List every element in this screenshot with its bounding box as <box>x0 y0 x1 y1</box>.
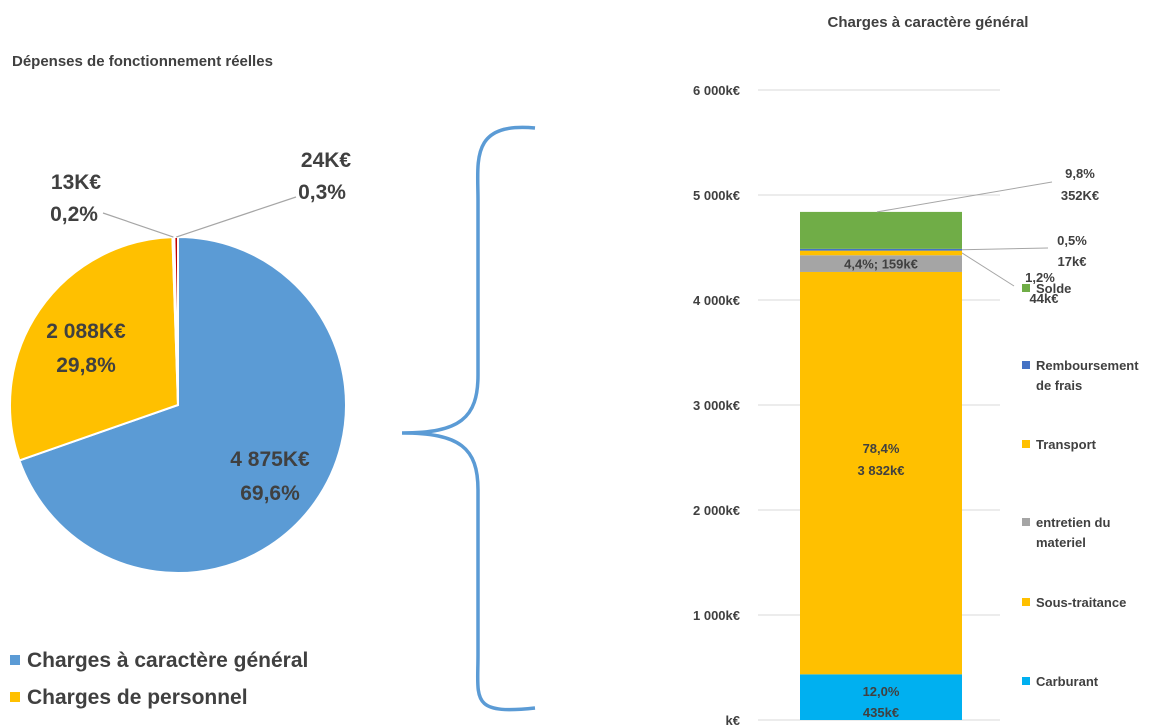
bar-title: Charges à caractère général <box>828 14 1029 31</box>
bar-percent-label: 12,0% <box>863 684 900 699</box>
bar-percent-label: 0,5% <box>1057 233 1087 248</box>
bar-value-label: 17k€ <box>1058 254 1087 269</box>
bar-percent-label: 78,4% <box>863 441 900 456</box>
bar-value-label: 3 832k€ <box>858 463 905 478</box>
bar-data-label: 4,4%; 159k€ <box>844 257 918 272</box>
legend-label: entretien du materiel <box>1036 515 1110 550</box>
leader-line <box>961 247 1049 251</box>
y-tick-label: 1 000k€ <box>693 608 740 623</box>
y-tick-label: 4 000k€ <box>693 293 740 308</box>
bar-value-label: 44k€ <box>1030 291 1059 306</box>
bar-value-label: 352K€ <box>1061 188 1099 203</box>
pie-slices <box>9 235 347 574</box>
pie-value-label: 13K€ <box>51 171 102 194</box>
leader-line <box>175 196 297 238</box>
pie-percent-label: 29,8% <box>56 354 116 377</box>
bar-segments <box>800 211 962 720</box>
legend-swatch <box>1022 361 1030 369</box>
legend-swatch <box>1022 518 1030 526</box>
legend-label: Charges à caractère général <box>27 649 308 672</box>
stacked-bar-chart: Charges à caractère général k€ 1 000k€ 2 0… <box>693 14 1139 726</box>
legend-label: Carburant <box>1036 674 1099 689</box>
legend-swatch <box>1022 284 1030 292</box>
pie-value-label: 4 875K€ <box>230 448 310 471</box>
legend-swatch <box>10 655 20 665</box>
pie-value-label: 2 088K€ <box>46 320 126 343</box>
pie-value-label: 24K€ <box>301 149 352 172</box>
pie-percent-label: 0,3% <box>298 181 346 204</box>
bar-data-labels: 12,0% 435k€ 78,4% 3 832k€ 4,4%; 159k€ 9,8% 352… <box>844 166 1099 720</box>
legend-swatch <box>10 692 20 702</box>
legend-label: Solde <box>1036 281 1071 296</box>
bar-value-label: 435k€ <box>863 705 899 720</box>
pie-title: Dépenses de fonctionnement réelles <box>12 53 273 70</box>
legend-label: Transport <box>1036 437 1097 452</box>
pie-legend: Charges à caractère général Charges de pe… <box>10 649 308 709</box>
legend-swatch <box>1022 677 1030 685</box>
pie-slice <box>18 235 347 574</box>
pie-percent-label: 0,2% <box>50 203 98 226</box>
brace-connector <box>401 125 536 712</box>
leader-line <box>961 252 1015 287</box>
y-tick-label: k€ <box>726 713 740 726</box>
y-tick-label: 2 000k€ <box>693 503 740 518</box>
pie-chart: Dépenses de fonctionnement réelles 4 875… <box>9 53 351 709</box>
bar-segment <box>800 255 962 272</box>
legend-swatch <box>1022 440 1030 448</box>
leader-line <box>876 181 1053 213</box>
legend-label: Remboursement de frais <box>1036 358 1139 393</box>
legend-label: Charges de personnel <box>27 686 248 709</box>
pie-percent-label: 69,6% <box>240 482 300 505</box>
bar-percent-label: 9,8% <box>1065 166 1095 181</box>
bar-legend: Solde Remboursement de frais Transport entre… <box>1022 281 1139 689</box>
bar-segment <box>800 211 962 249</box>
y-tick-label: 5 000k€ <box>693 188 740 203</box>
bar-percent-label: 1,2% <box>1025 270 1055 285</box>
y-tick-label: 3 000k€ <box>693 398 740 413</box>
pie-labels: 4 875K€ 69,6% 2 088K€ 29,8% 13K€ 0,2% 24K€ 0,3% <box>46 149 351 505</box>
legend-swatch <box>1022 598 1030 606</box>
bar-segment <box>800 271 962 675</box>
y-tick-label: 6 000k€ <box>693 83 740 98</box>
bar-segment <box>800 248 962 251</box>
pie-slice <box>9 236 180 462</box>
legend-label: Sous-traitance <box>1036 595 1126 610</box>
bar-segment <box>800 250 962 256</box>
bar-segment <box>800 674 962 720</box>
leader-line <box>102 212 174 238</box>
bar-y-tick-labels: k€ 1 000k€ 2 000k€ 3 000k€ 4 000k€ 5 000k€ 6 0… <box>693 83 740 726</box>
